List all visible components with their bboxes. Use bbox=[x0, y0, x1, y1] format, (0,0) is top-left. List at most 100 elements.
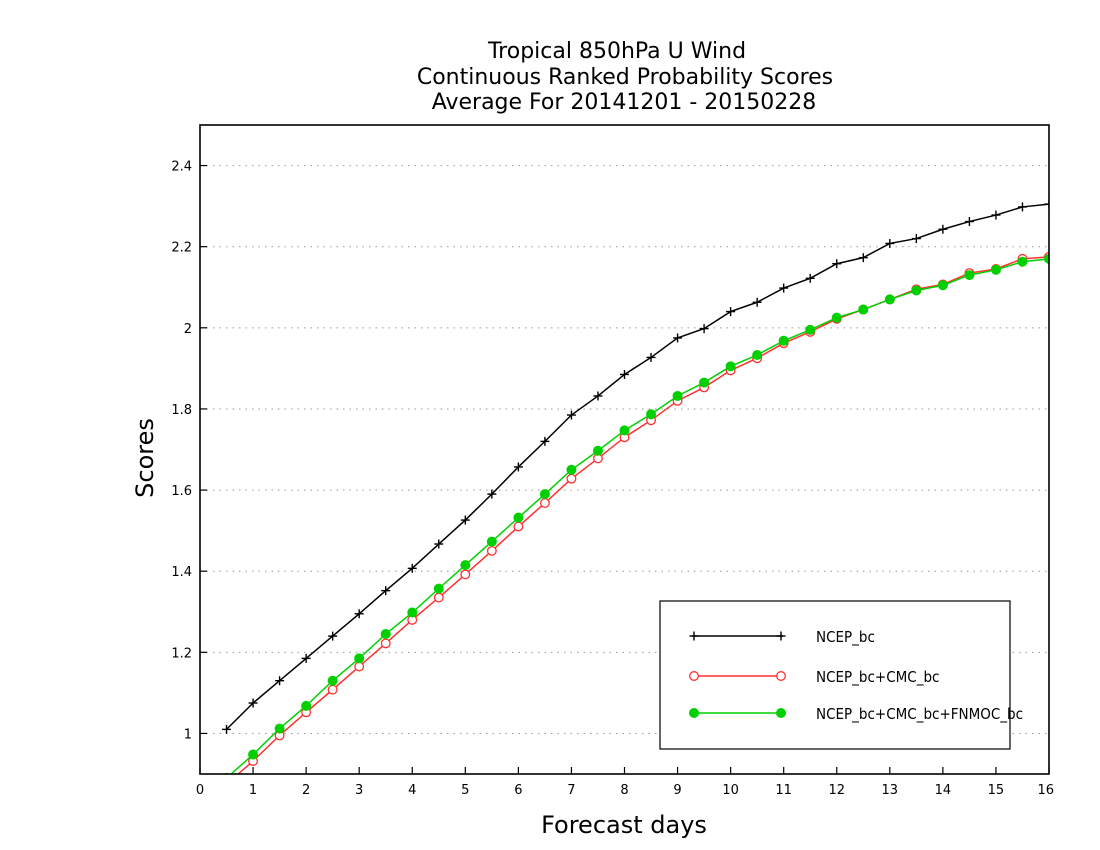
series-0-point-3 bbox=[301, 653, 311, 663]
legend-marker-end-2 bbox=[776, 708, 786, 718]
series-0-point-10 bbox=[487, 489, 497, 499]
x-axis-ticks: 0 1 2 3 4 5 6 7 8 9 10 11 12 13 14 15 16 bbox=[196, 767, 1054, 798]
x-tick-label-13: 13 bbox=[882, 783, 899, 798]
series-2-point-27 bbox=[937, 280, 948, 291]
series-2-point-28 bbox=[964, 270, 975, 281]
series-2-point-21 bbox=[778, 335, 789, 346]
series-1-point-8 bbox=[433, 592, 444, 603]
series-0-point-26 bbox=[911, 234, 921, 244]
series-0-point-14 bbox=[593, 391, 603, 401]
series-0-point-11 bbox=[513, 462, 523, 472]
y-tick-label-6: 2.2 bbox=[171, 241, 192, 256]
series-2-point-1 bbox=[248, 749, 259, 760]
series-0-point-17 bbox=[673, 333, 683, 343]
series-0-point-13 bbox=[566, 410, 576, 420]
series-0-point-28 bbox=[964, 217, 974, 227]
legend-marker-start-0 bbox=[689, 631, 699, 641]
series-0-point-9 bbox=[460, 515, 470, 525]
series-0-point-29 bbox=[991, 210, 1001, 220]
series-2-point-8 bbox=[433, 583, 444, 594]
y-axis-ticks: 1 1.2 1.4 1.6 1.8 2 2.2 2.4 bbox=[171, 160, 207, 742]
series-0-point-7 bbox=[407, 563, 417, 573]
y-tick-label-5: 2 bbox=[184, 322, 192, 337]
series-0-point-31 bbox=[1044, 199, 1049, 209]
series-0-point-5 bbox=[354, 609, 364, 619]
x-tick-label-11: 11 bbox=[775, 783, 792, 798]
series-2-point-11 bbox=[513, 512, 524, 523]
series-0-point-0 bbox=[222, 724, 232, 734]
series-2-point-13 bbox=[566, 464, 577, 475]
series-2-point-3 bbox=[301, 700, 312, 711]
series-2-point-6 bbox=[380, 629, 391, 640]
x-tick-label-15: 15 bbox=[988, 783, 1005, 798]
series-0-point-15 bbox=[620, 369, 629, 379]
x-tick-label-1: 1 bbox=[249, 783, 257, 798]
series-1-point-5 bbox=[354, 661, 365, 672]
x-tick-label-9: 9 bbox=[673, 783, 681, 798]
series-0-point-2 bbox=[275, 676, 285, 686]
series-2-point-18 bbox=[699, 377, 710, 388]
chart-title-line-2: Continuous Ranked Probability Scores bbox=[417, 65, 833, 90]
series-0-point-22 bbox=[805, 273, 815, 283]
chart-title-line-1: Tropical 850hPa U Wind bbox=[487, 39, 746, 64]
x-tick-label-2: 2 bbox=[302, 783, 310, 798]
y-tick-label-2: 1.4 bbox=[171, 565, 192, 580]
series-0-point-1 bbox=[248, 698, 258, 708]
x-axis-label: Forecast days bbox=[541, 811, 707, 839]
series-2-point-25 bbox=[884, 294, 895, 305]
x-tick-label-16: 16 bbox=[1037, 783, 1054, 798]
series-0-point-6 bbox=[381, 586, 391, 596]
x-tick-label-8: 8 bbox=[620, 783, 628, 798]
series-0-point-12 bbox=[540, 436, 550, 446]
series-2-point-19 bbox=[725, 361, 736, 372]
legend-label-0: NCEP_bc bbox=[816, 628, 875, 647]
series-0-point-18 bbox=[699, 324, 709, 334]
y-tick-label-0: 1 bbox=[184, 727, 192, 742]
chart-title-line-3: Average For 20141201 - 20150228 bbox=[432, 90, 817, 115]
series-2-point-22 bbox=[805, 324, 816, 335]
series-2-point-14 bbox=[592, 445, 603, 456]
series-0-point-4 bbox=[328, 631, 338, 641]
series-2-point-24 bbox=[858, 304, 869, 315]
series-2-point-23 bbox=[831, 312, 842, 323]
series-2-point-20 bbox=[752, 349, 763, 360]
series-2-point-30 bbox=[1017, 256, 1028, 267]
x-tick-label-6: 6 bbox=[514, 783, 522, 798]
series-2-point-29 bbox=[990, 264, 1001, 275]
series-1-point-6 bbox=[380, 638, 391, 649]
series-2-point-7 bbox=[407, 607, 418, 618]
series-2-point-12 bbox=[539, 489, 550, 500]
series-layer bbox=[222, 199, 1049, 774]
x-tick-label-0: 0 bbox=[196, 783, 204, 798]
series-2-point-26 bbox=[911, 285, 922, 296]
series-0-point-30 bbox=[1017, 202, 1027, 212]
legend-marker-end-1 bbox=[776, 671, 786, 681]
legend: NCEP_bc NCEP_bc+CMC_bc NCEP_bc+CMC_bc+FNMO… bbox=[659, 600, 1023, 750]
series-1-point-10 bbox=[486, 545, 497, 556]
series-0-point-23 bbox=[832, 259, 842, 269]
series-2-point-10 bbox=[486, 536, 497, 547]
series-1-point-11 bbox=[513, 521, 524, 532]
series-line-0 bbox=[226, 203, 1049, 730]
x-tick-label-14: 14 bbox=[935, 783, 952, 798]
y-tick-label-1: 1.2 bbox=[171, 646, 192, 661]
y-tick-label-7: 2.4 bbox=[171, 160, 192, 175]
series-2-point-4 bbox=[327, 675, 338, 686]
series-0-point-8 bbox=[434, 539, 444, 549]
x-tick-label-5: 5 bbox=[461, 783, 469, 798]
series-2-point-2 bbox=[274, 723, 285, 734]
x-tick-label-12: 12 bbox=[828, 783, 845, 798]
y-axis-label: Scores bbox=[131, 418, 159, 498]
series-2 bbox=[223, 253, 1049, 774]
y-tick-label-3: 1.6 bbox=[171, 484, 192, 499]
legend-box bbox=[659, 600, 1011, 750]
series-1-point-13 bbox=[566, 473, 577, 484]
x-tick-label-10: 10 bbox=[722, 783, 739, 798]
series-2-point-9 bbox=[460, 560, 471, 571]
x-tick-label-7: 7 bbox=[567, 783, 575, 798]
series-1-point-4 bbox=[327, 684, 338, 695]
series-0-point-16 bbox=[646, 352, 656, 362]
series-0-point-24 bbox=[858, 253, 868, 263]
series-2-point-15 bbox=[619, 425, 630, 436]
